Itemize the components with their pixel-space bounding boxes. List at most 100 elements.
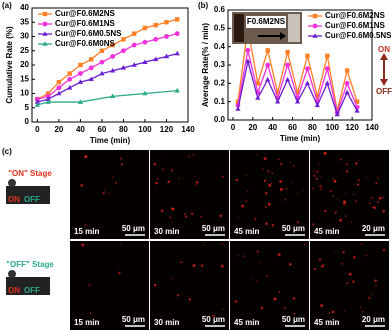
legend-marker	[42, 31, 48, 36]
x-axis-label: Time (min)	[280, 134, 321, 143]
marker	[174, 87, 180, 93]
inset-label: F0.6M2NS	[247, 17, 286, 26]
fluorescence-dot	[373, 206, 377, 209]
marker	[78, 71, 83, 76]
micrograph	[70, 241, 149, 330]
marker	[110, 93, 116, 99]
fluorescence-dot	[246, 190, 249, 193]
fluorescence-dot	[360, 307, 362, 309]
marker	[265, 76, 271, 82]
fluorescence-dot	[303, 315, 306, 317]
fluorescence-dot	[318, 258, 322, 261]
fluorescence-dot	[303, 243, 306, 245]
marker	[153, 56, 159, 62]
fluorescence-dot	[164, 155, 166, 157]
fluorescence-dot	[290, 182, 293, 184]
marker	[142, 39, 148, 45]
sample-icon	[6, 186, 50, 204]
fluorescence-dot	[322, 264, 325, 267]
x-tick-label: 140	[181, 125, 195, 134]
fluorescence-dot	[256, 154, 258, 156]
fluorescence-dot	[368, 296, 371, 300]
x-tick-label: 20	[248, 123, 257, 132]
scale-label: 50 μm	[122, 224, 145, 233]
fluorescence-dot	[234, 299, 238, 304]
marker	[174, 50, 180, 56]
fluorescence-dot	[263, 179, 267, 182]
marker	[295, 90, 300, 95]
y-axis-label: Average Rate(% / min)	[201, 23, 210, 108]
marker	[275, 90, 280, 95]
fluorescence-dot	[320, 176, 322, 178]
fluorescence-dot	[356, 180, 359, 182]
marker	[34, 99, 40, 104]
fluorescence-dot	[219, 214, 222, 218]
scale-label: 20 μm	[362, 224, 385, 233]
fluorescence-dot	[365, 255, 368, 257]
marker	[334, 111, 340, 117]
legend-label: Cur@F0.6M2NS	[325, 11, 385, 20]
fluorescence-dot	[344, 192, 346, 194]
fluorescence-dot	[241, 204, 244, 207]
marker	[67, 76, 73, 82]
marker	[305, 53, 310, 59]
fluorescence-dot	[203, 244, 206, 246]
x-tick-label: 0	[231, 123, 236, 132]
x-tick-label: 20	[54, 125, 63, 134]
fluorescence-dot	[346, 281, 349, 285]
fluorescence-dot	[344, 215, 347, 218]
marker	[110, 67, 116, 73]
marker	[314, 102, 320, 108]
fluorescence-dot	[352, 280, 355, 283]
y-tick-label: 30	[20, 32, 29, 41]
fluorescence-dot	[245, 200, 248, 202]
fluorescence-dot	[178, 177, 180, 180]
fluorescence-dot	[119, 157, 123, 160]
time-label: 15 min	[74, 318, 99, 327]
marker	[45, 91, 51, 96]
x-tick-label: 40	[76, 125, 85, 134]
fluorescence-dot	[264, 222, 268, 226]
marker	[45, 93, 51, 99]
legend-marker	[312, 13, 318, 19]
time-label: 45 min	[234, 227, 259, 236]
marker	[132, 31, 137, 36]
y-tick-label: 0.5	[214, 23, 226, 32]
magnet-icon	[8, 179, 16, 187]
fluorescence-dot	[89, 312, 92, 315]
fluorescence-dot	[313, 174, 316, 177]
fluorescence-dot	[369, 202, 371, 205]
marker	[77, 79, 84, 84]
fluorescence-dot	[84, 155, 88, 159]
fluorescence-dot	[177, 294, 180, 297]
fluorescence-dot	[264, 191, 268, 195]
fluorescence-dot	[250, 278, 252, 280]
fluorescence-dot	[358, 179, 360, 181]
x-tick-label: 60	[97, 125, 106, 134]
marker	[99, 59, 105, 65]
scale-label: 50 μm	[122, 315, 145, 324]
fluorescence-dot	[258, 261, 261, 264]
fluorescence-dot	[266, 275, 269, 278]
marker	[99, 48, 105, 53]
marker	[78, 62, 83, 68]
fluorescence-dot	[345, 163, 348, 166]
marker	[121, 37, 126, 42]
fluorescence-dot	[285, 188, 288, 190]
time-label: 30 min	[154, 227, 179, 236]
inset-vial	[288, 14, 300, 42]
stage-label: "OFF" Stage	[6, 260, 54, 269]
fluorescence-dot	[112, 176, 114, 178]
fluorescence-dot	[318, 162, 320, 165]
marker	[285, 49, 290, 55]
fluorescence-dot	[375, 182, 378, 185]
marker	[344, 89, 350, 95]
fluorescence-dot	[313, 170, 315, 172]
fluorescence-dot	[161, 168, 164, 171]
marker	[45, 99, 51, 104]
fluorescence-dot	[356, 183, 359, 186]
fluorescence-dot	[254, 218, 257, 221]
scale-label: 50 μm	[282, 315, 305, 324]
fluorescence-dot	[84, 223, 87, 226]
marker	[121, 48, 126, 54]
